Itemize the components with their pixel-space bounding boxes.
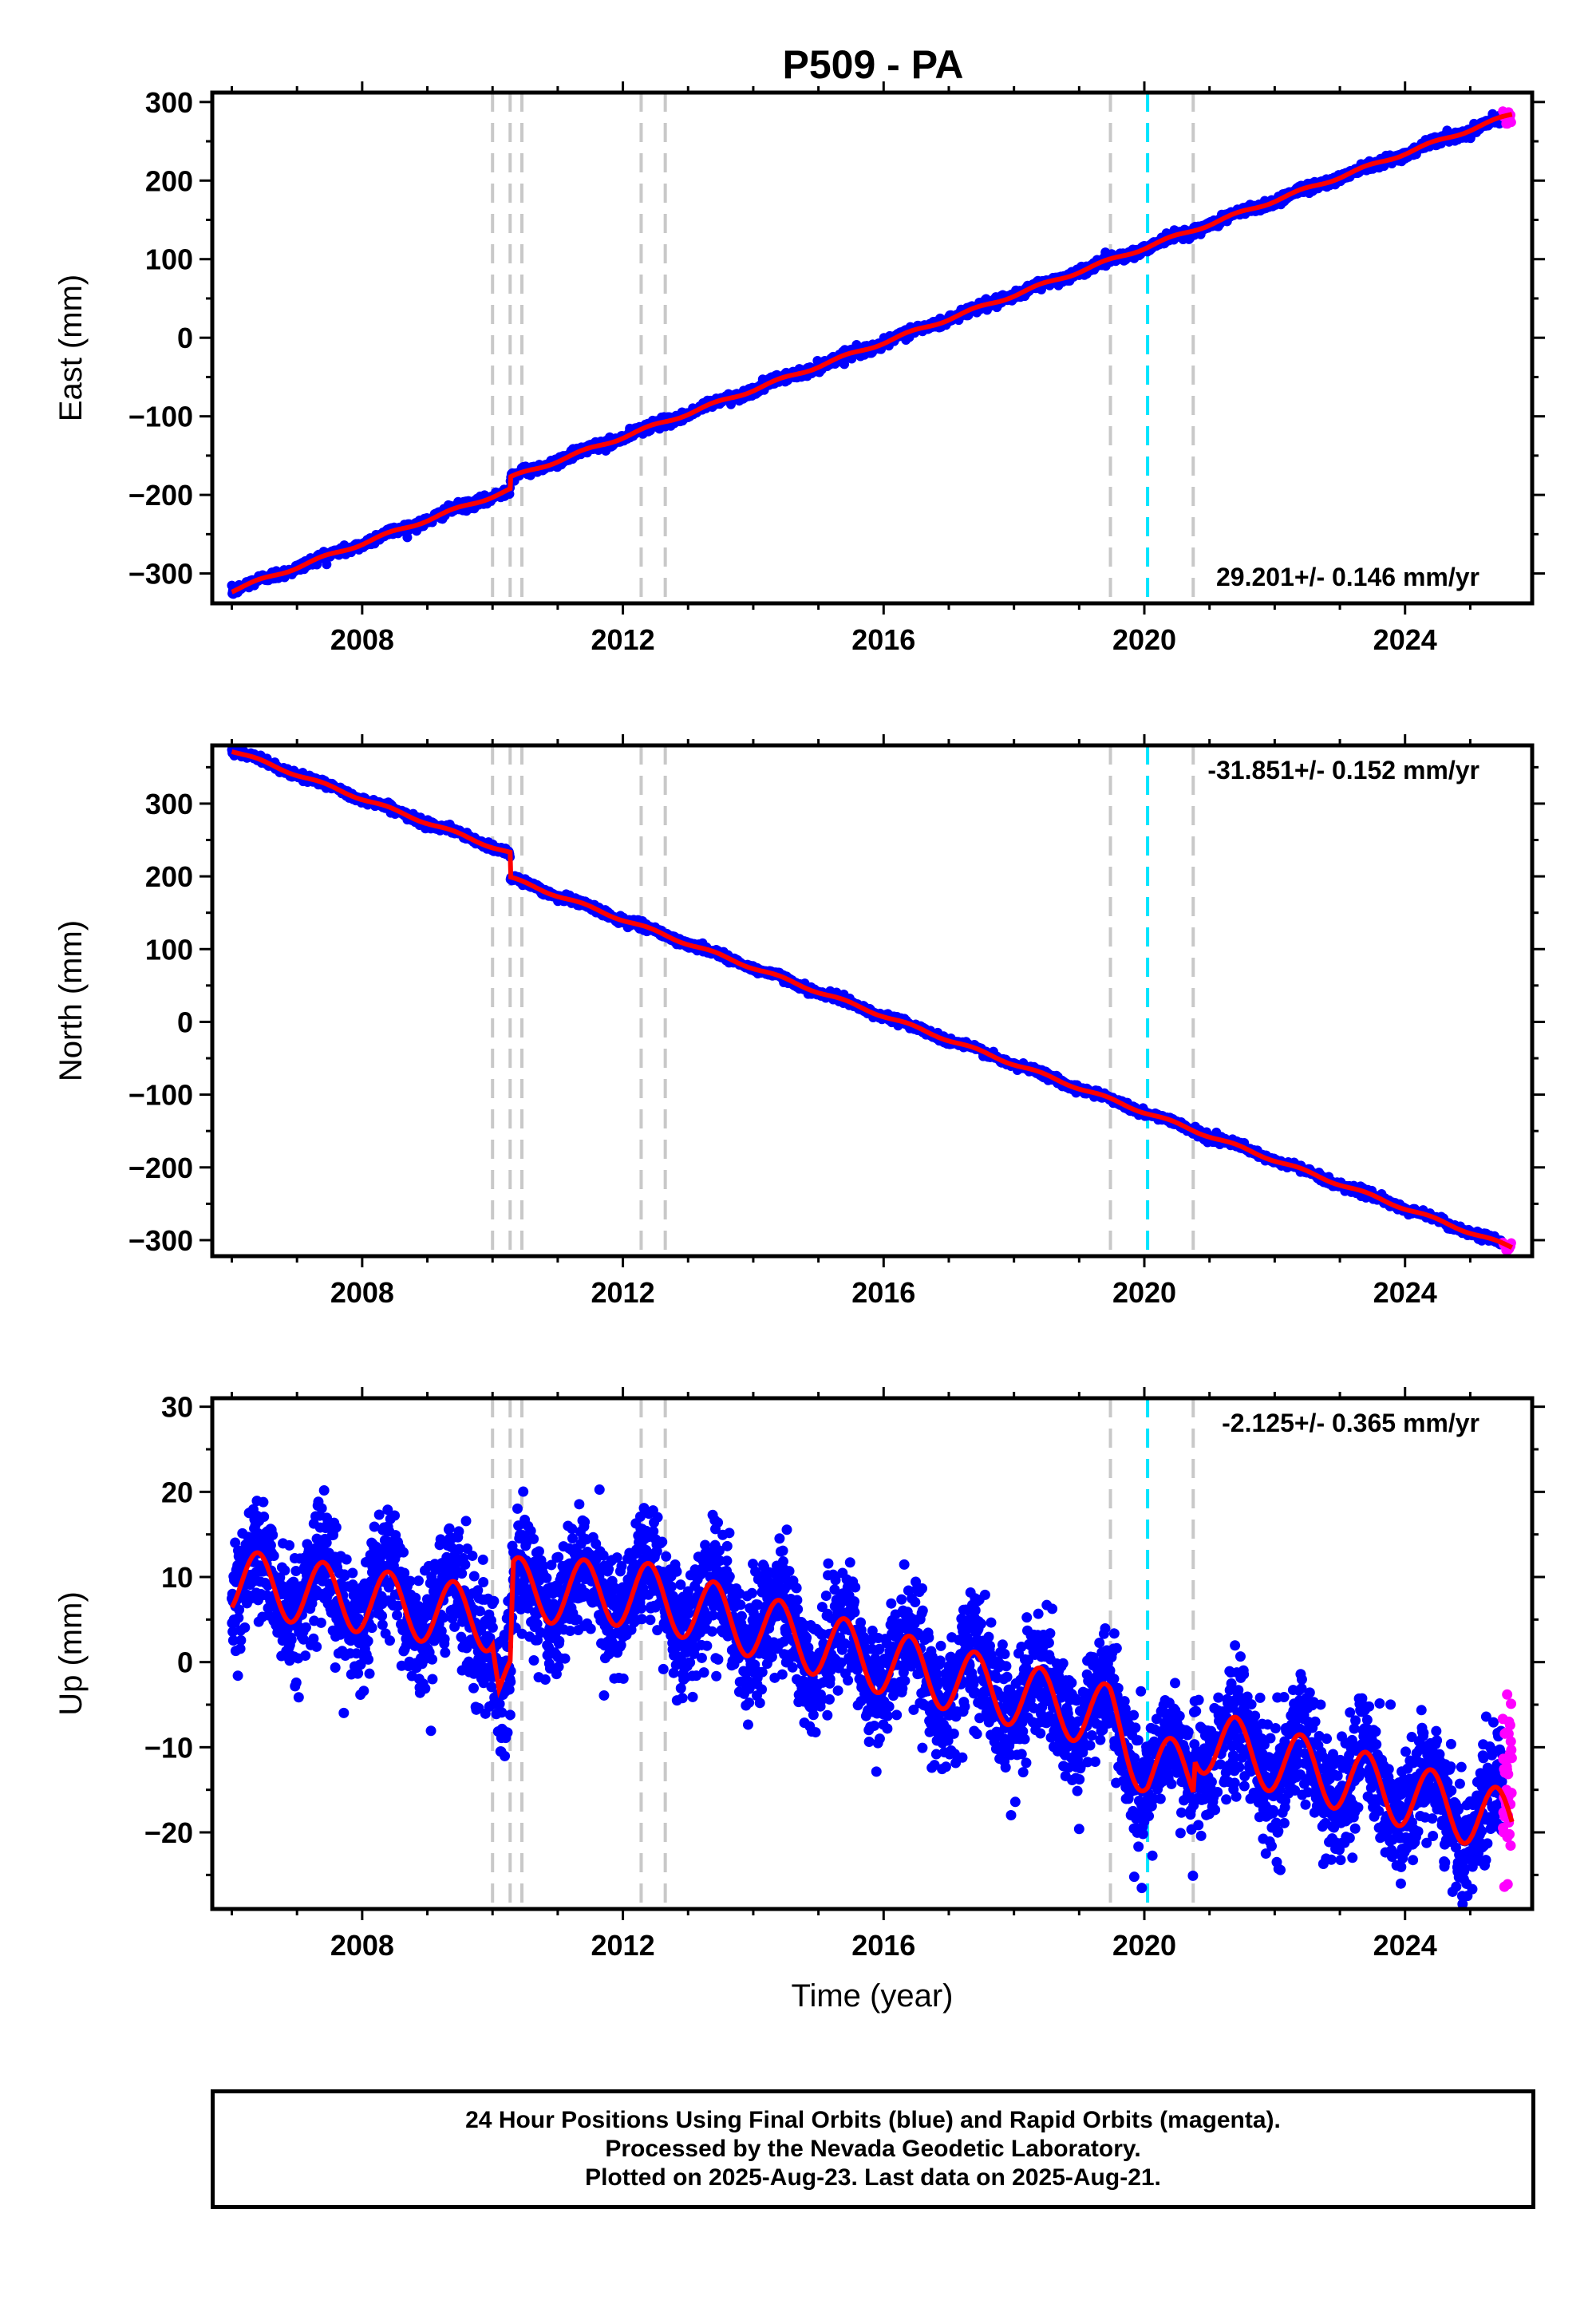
page-title: P509 - PA xyxy=(783,42,964,87)
plot-area xyxy=(227,745,1516,1256)
chart-panel-2: 2008 2012 2016 2020 2024−300−200−10001002003… xyxy=(53,734,1545,1309)
y-tick-label: 200 xyxy=(145,164,193,197)
data-point-final xyxy=(322,559,332,570)
x-tick-label: 2008 xyxy=(330,623,394,656)
model-fit-line xyxy=(231,112,1513,595)
x-tick-label: 2020 xyxy=(1112,623,1176,656)
data-point-rapid xyxy=(1506,117,1516,128)
chart-panel-1: 2008 2012 2016 2020 2024 −300 −200 −100 0 100 200 3… xyxy=(53,81,1545,656)
y-tick-label: −300 xyxy=(128,558,193,591)
x-tick-label: 2024 xyxy=(1373,623,1437,656)
x-tick-label: 2012 xyxy=(591,623,655,656)
y-tick-label: −100 xyxy=(128,401,193,433)
plot-area xyxy=(227,93,1516,603)
y-tick-label: −200 xyxy=(128,479,193,512)
y-tick-label: 100 xyxy=(145,243,193,276)
y-axis-label: East (mm) xyxy=(53,275,89,421)
rate-annotation: 29.201+/- 0.146 mm/yr xyxy=(1216,563,1479,591)
y-tick-label: 0 xyxy=(177,322,193,354)
y-tick-label: 300 xyxy=(145,86,193,119)
plot-frame xyxy=(210,90,1535,606)
x-tick-label: 2016 xyxy=(851,623,915,656)
